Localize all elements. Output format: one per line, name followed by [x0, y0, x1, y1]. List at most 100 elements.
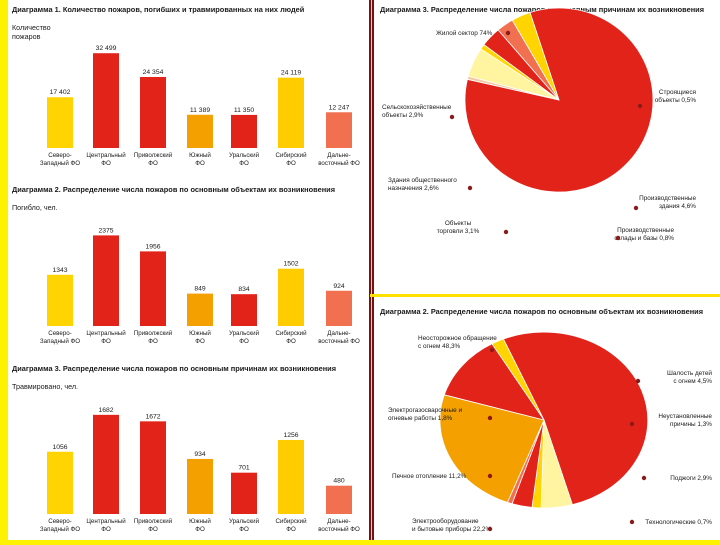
- category-label-line: ФО: [239, 338, 249, 345]
- category-label-line: ФО: [239, 526, 249, 533]
- pie-slice-label: Технологические 0,7%: [645, 519, 712, 526]
- pie-label-line: здания 4,6%: [659, 203, 696, 210]
- bar-value-label: 24 119: [281, 70, 302, 77]
- category-label-line: ФО: [101, 160, 111, 167]
- category-label: Сибирский ФО: [275, 330, 307, 345]
- pie-title: Диаграмма 2. Распределение числа пожаров…: [380, 307, 703, 316]
- bar: [326, 485, 352, 514]
- category-label: Северо-Западный ФО: [40, 152, 80, 167]
- pie-label-line: Здания общественного: [388, 176, 457, 184]
- pie-slice: [439, 394, 545, 503]
- category-label: Приволжский ФО: [134, 152, 173, 167]
- bar-value-label: 1502: [283, 261, 298, 268]
- bar-value-label: 24 354: [143, 69, 164, 76]
- category-label: Дальне-восточный ФО: [318, 330, 360, 345]
- category-label-line: восточный ФО: [318, 338, 360, 345]
- bar-value-label: 1956: [145, 243, 160, 250]
- pie-slice-label: Шалость детей с огнем 4,5%: [667, 369, 712, 385]
- pie-slice-label: Строящиеся объекты 0,5%: [655, 89, 697, 104]
- bar-value-label: 17 402: [50, 89, 71, 96]
- pie-slice: [491, 338, 545, 421]
- pie-label-line: с огнем 4,5%: [673, 378, 712, 385]
- bar: [231, 114, 257, 148]
- bar-value-label: 12 247: [329, 104, 350, 111]
- bar: [93, 414, 119, 514]
- bar: [140, 76, 166, 148]
- bar-value-label: 480: [333, 478, 345, 485]
- category-label: Приволжский ФО: [134, 518, 173, 533]
- bar: [47, 451, 73, 514]
- chart-title: Диаграмма 3. Распределение числа пожаров…: [12, 364, 336, 373]
- pie-label-line: Жилой сектор 74%: [436, 29, 493, 37]
- category-label-line: Южный: [189, 518, 211, 525]
- category-label: Южный ФО: [189, 518, 211, 533]
- pie-label-dot: [633, 205, 639, 211]
- category-label: Приволжский ФО: [134, 330, 173, 345]
- category-label-line: Северо-: [48, 330, 72, 337]
- pie-slice-label: Печное отопление 11,2%: [392, 473, 467, 480]
- category-label: Сибирский ФО: [275, 518, 307, 533]
- pie-slice-label: Неустановленные причины 1,3%: [658, 413, 712, 428]
- bar: [140, 421, 166, 514]
- pie-label-line: Технологические 0,7%: [645, 519, 712, 526]
- pie-label-dot: [637, 103, 643, 109]
- bar: [278, 77, 304, 148]
- pie-label-line: Печное отопление 11,2%: [392, 473, 467, 480]
- pie-slice-label: Производственные склады и базы 0,8%: [614, 227, 674, 242]
- category-label: Центральный ФО: [86, 518, 126, 533]
- category-label: Северо-Западный ФО: [40, 330, 80, 345]
- chart-subtitle: Погибло, чел.: [12, 203, 58, 212]
- pie-label-line: Производственные: [639, 195, 696, 202]
- category-label: Дальне-восточный ФО: [318, 152, 360, 167]
- pie-label-line: с огнем 48,3%: [418, 343, 461, 350]
- category-label-line: Уральский: [229, 518, 260, 525]
- bar: [47, 274, 73, 326]
- subtitle-line: Количество: [12, 23, 51, 32]
- bar-charts-svg: Диаграмма 1. Количество пожаров, погибши…: [12, 5, 360, 533]
- category-label-line: Приволжский: [134, 152, 173, 159]
- category-label-line: ФО: [239, 160, 249, 167]
- category-label-line: Сибирский: [275, 518, 307, 525]
- bar: [326, 290, 352, 326]
- pie-label-dot: [505, 30, 511, 36]
- category-label: Уральский ФО: [229, 152, 260, 167]
- bar-value-label: 924: [333, 283, 345, 290]
- bar-value-label: 701: [238, 465, 250, 472]
- pie-label-line: объекты 0,5%: [655, 96, 697, 104]
- pie-label-dot: [449, 114, 455, 120]
- category-label-line: Северо-: [48, 518, 72, 525]
- category-label-line: Центральный: [86, 518, 126, 525]
- bar-value-label: 11 389: [190, 107, 211, 114]
- pie-label-line: Неустановленные: [658, 413, 712, 420]
- category-label-line: Приволжский: [134, 330, 173, 337]
- category-label: Южный ФО: [189, 330, 211, 345]
- bar: [278, 439, 304, 514]
- bar-value-label: 2375: [98, 227, 113, 234]
- pie-label-dot: [487, 526, 493, 532]
- left-panel: Диаграмма 1. Количество пожаров, погибши…: [8, 0, 371, 540]
- pie-label-line: Производственные: [617, 227, 674, 234]
- category-label-line: Дальне-: [327, 152, 350, 159]
- bar: [140, 251, 166, 326]
- pie-label-line: Шалость детей: [667, 369, 712, 377]
- category-label-line: Западный ФО: [40, 526, 80, 533]
- pie-label-dot: [487, 473, 493, 479]
- category-label-line: Северо-: [48, 152, 72, 159]
- category-label: Центральный ФО: [86, 330, 126, 345]
- category-label-line: ФО: [286, 526, 296, 533]
- bar: [326, 112, 352, 148]
- bar-value-label: 934: [194, 451, 206, 458]
- category-label-line: Центральный: [86, 330, 126, 337]
- bar: [93, 53, 119, 148]
- bar: [187, 114, 213, 148]
- category-label: Южный ФО: [189, 152, 211, 167]
- category-label-line: восточный ФО: [318, 526, 360, 533]
- pie-label-line: торговли 3,1%: [437, 228, 480, 235]
- pie-slice-label: Жилой сектор 74%: [436, 29, 493, 37]
- bar: [93, 235, 119, 326]
- category-label-line: ФО: [286, 160, 296, 167]
- category-label-line: Дальне-: [327, 330, 350, 337]
- pie-charts-svg: Диаграмма 3. Распределение числа пожаров…: [380, 5, 712, 533]
- bar: [187, 458, 213, 514]
